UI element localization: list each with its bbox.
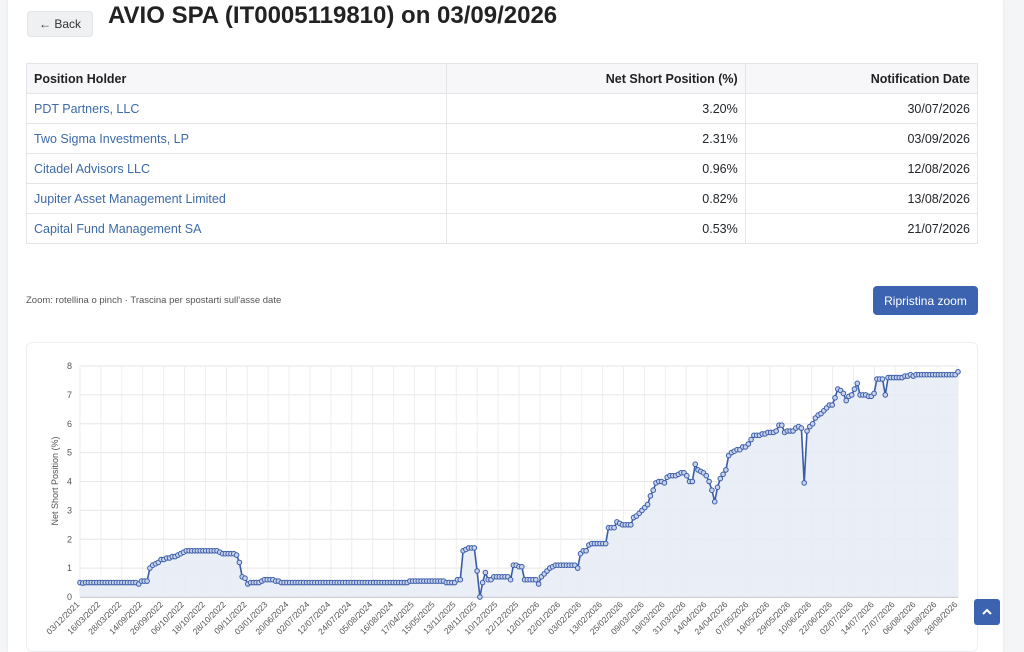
data-point	[628, 522, 634, 528]
data-point	[474, 568, 480, 574]
data-point	[533, 576, 539, 583]
y-tick-label: 5	[67, 448, 72, 458]
data-point	[773, 428, 780, 434]
data-point	[507, 576, 514, 583]
table-row: Jupiter Asset Management Limited 0.82% 1…	[25, 183, 979, 214]
table-row: Capital Fund Management SA 0.53% 21/07/2…	[25, 213, 979, 244]
table-row: PDT Partners, LLC 3.20% 30/07/2026	[25, 93, 979, 124]
notification-date: 21/07/2026	[744, 213, 979, 244]
position-value: 3.20%	[446, 93, 746, 124]
data-point	[882, 392, 889, 398]
chevron-up-icon	[982, 608, 992, 615]
y-tick-label: 1	[67, 563, 72, 573]
data-point	[717, 475, 724, 482]
position-value: 0.96%	[446, 153, 746, 184]
data-point	[703, 472, 710, 479]
series-area	[80, 371, 958, 597]
data-point	[692, 461, 699, 468]
data-point	[798, 425, 805, 431]
position-value: 2.31%	[446, 123, 746, 154]
page-title: AVIO SPA (IT0005119810) on 03/09/2026	[108, 2, 558, 29]
data-point	[711, 498, 718, 505]
y-tick-label: 4	[67, 477, 72, 487]
data-point	[519, 563, 525, 570]
data-point	[650, 487, 657, 494]
y-tick-label: 2	[67, 534, 72, 544]
data-point	[471, 545, 478, 551]
y-tick-label: 6	[67, 419, 72, 429]
data-point	[479, 579, 486, 586]
data-point	[955, 369, 961, 375]
data-point	[661, 480, 668, 486]
data-point	[242, 575, 248, 582]
holder-link[interactable]: PDT Partners, LLC	[25, 93, 448, 124]
notification-date: 13/08/2026	[744, 183, 979, 214]
data-point	[851, 386, 858, 392]
data-point	[647, 493, 654, 499]
data-point	[482, 569, 489, 576]
position-value: 0.82%	[446, 183, 746, 214]
data-point	[602, 540, 609, 547]
y-tick-label: 0	[67, 592, 72, 602]
data-point	[779, 422, 785, 429]
chart-container[interactable]: 0 1 2 3 4 5 6 7 8 03/12/2021 16/03/2022 28/03/2022 1…	[26, 342, 978, 652]
data-point	[723, 467, 729, 473]
notification-date: 30/07/2026	[744, 93, 979, 124]
data-point	[843, 397, 850, 404]
column-header-position: Net Short Position (%)	[446, 63, 746, 94]
notification-date: 03/09/2026	[744, 123, 979, 154]
data-point	[848, 392, 855, 398]
data-point	[854, 380, 861, 387]
data-point	[477, 594, 483, 600]
data-point	[809, 421, 816, 427]
data-point	[804, 428, 810, 434]
data-point	[457, 576, 464, 583]
data-point	[144, 578, 150, 584]
data-point	[871, 390, 877, 397]
net-short-chart[interactable]: 01234567803/12/202116/03/202228/03/20221…	[26, 342, 978, 652]
data-point	[840, 390, 847, 397]
back-button[interactable]: ← Back	[27, 11, 93, 37]
data-point	[748, 436, 754, 443]
holder-link[interactable]: Citadel Advisors LLC	[25, 153, 448, 184]
zoom-hint: Zoom: rotellina o pinch · Trascina per s…	[26, 295, 282, 306]
y-tick-label: 8	[67, 361, 72, 371]
table-row: Two Sigma Investments, LP 2.31% 03/09/20…	[25, 123, 979, 154]
data-point	[832, 395, 838, 401]
column-header-date: Notification Date	[744, 63, 979, 94]
holder-link[interactable]: Capital Fund Management SA	[25, 213, 448, 244]
position-holders-table: Position Holder Net Short Position (%) N…	[25, 63, 979, 244]
data-point	[233, 552, 240, 558]
data-point	[714, 484, 721, 491]
data-point	[236, 559, 243, 566]
holder-link[interactable]: Jupiter Asset Management Limited	[25, 183, 448, 214]
data-point	[535, 581, 542, 587]
notification-date: 12/08/2026	[744, 153, 979, 184]
data-point	[709, 487, 715, 494]
y-axis-label: Net Short Position (%)	[50, 436, 60, 525]
data-point	[611, 524, 617, 531]
table-header-row: Position Holder Net Short Position (%) N…	[25, 63, 979, 94]
data-point	[745, 441, 752, 447]
data-point	[644, 501, 651, 508]
scroll-to-top-button[interactable]	[974, 599, 1000, 625]
table-row: Citadel Advisors LLC 0.96% 12/08/2026	[25, 153, 979, 184]
data-point	[706, 478, 712, 485]
position-value: 0.53%	[446, 213, 746, 244]
data-point	[879, 376, 886, 382]
data-point	[801, 480, 808, 486]
data-point	[720, 471, 726, 478]
data-point	[689, 478, 696, 485]
data-point	[574, 565, 581, 571]
data-point	[684, 472, 690, 479]
data-point	[829, 402, 836, 408]
reset-zoom-button[interactable]: Ripristina zoom	[873, 286, 978, 315]
y-tick-label: 7	[67, 390, 72, 400]
y-tick-label: 3	[67, 505, 72, 515]
column-header-holder: Position Holder	[25, 63, 448, 94]
data-point	[583, 548, 589, 554]
holder-link[interactable]: Two Sigma Investments, LP	[25, 123, 448, 154]
